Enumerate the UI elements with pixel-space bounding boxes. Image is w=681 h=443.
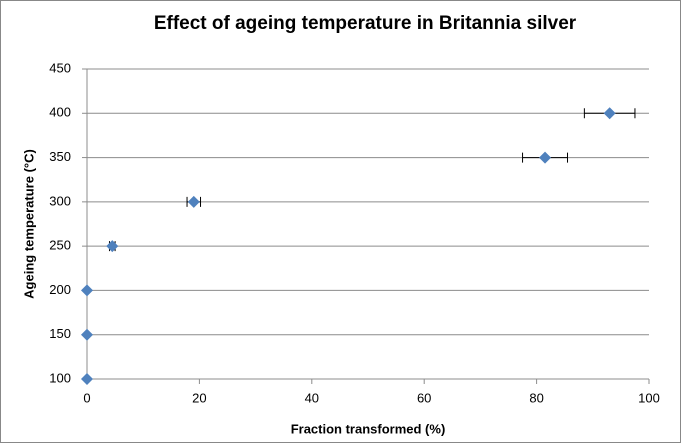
x-tick-label: 40 — [305, 390, 319, 405]
point — [81, 373, 93, 385]
y-tick-label: 400 — [49, 105, 71, 120]
x-tick-label: 20 — [192, 390, 206, 405]
y-tick-label: 100 — [49, 370, 71, 385]
x-axis-label: Fraction transformed (%) — [291, 421, 446, 436]
point — [603, 107, 616, 120]
x-tick-label: 80 — [529, 390, 543, 405]
x-tick-label: 100 — [638, 390, 660, 405]
point — [187, 195, 200, 208]
y-tick-label: 150 — [49, 326, 71, 341]
y-tick-label: 450 — [49, 60, 71, 75]
y-tick-label: 250 — [49, 238, 71, 253]
point — [539, 151, 552, 164]
y-tick-label: 350 — [49, 149, 71, 164]
point — [106, 240, 119, 253]
point — [81, 328, 93, 341]
y-tick-label: 200 — [49, 282, 71, 297]
y-tick-label: 300 — [49, 193, 71, 208]
y-axis-label: Ageing temperature (°C) — [21, 149, 36, 299]
x-tick-label: 0 — [83, 390, 90, 405]
chart-title: Effect of ageing temperature in Britanni… — [154, 13, 577, 34]
point — [81, 284, 93, 297]
x-tick-label: 60 — [417, 390, 431, 405]
